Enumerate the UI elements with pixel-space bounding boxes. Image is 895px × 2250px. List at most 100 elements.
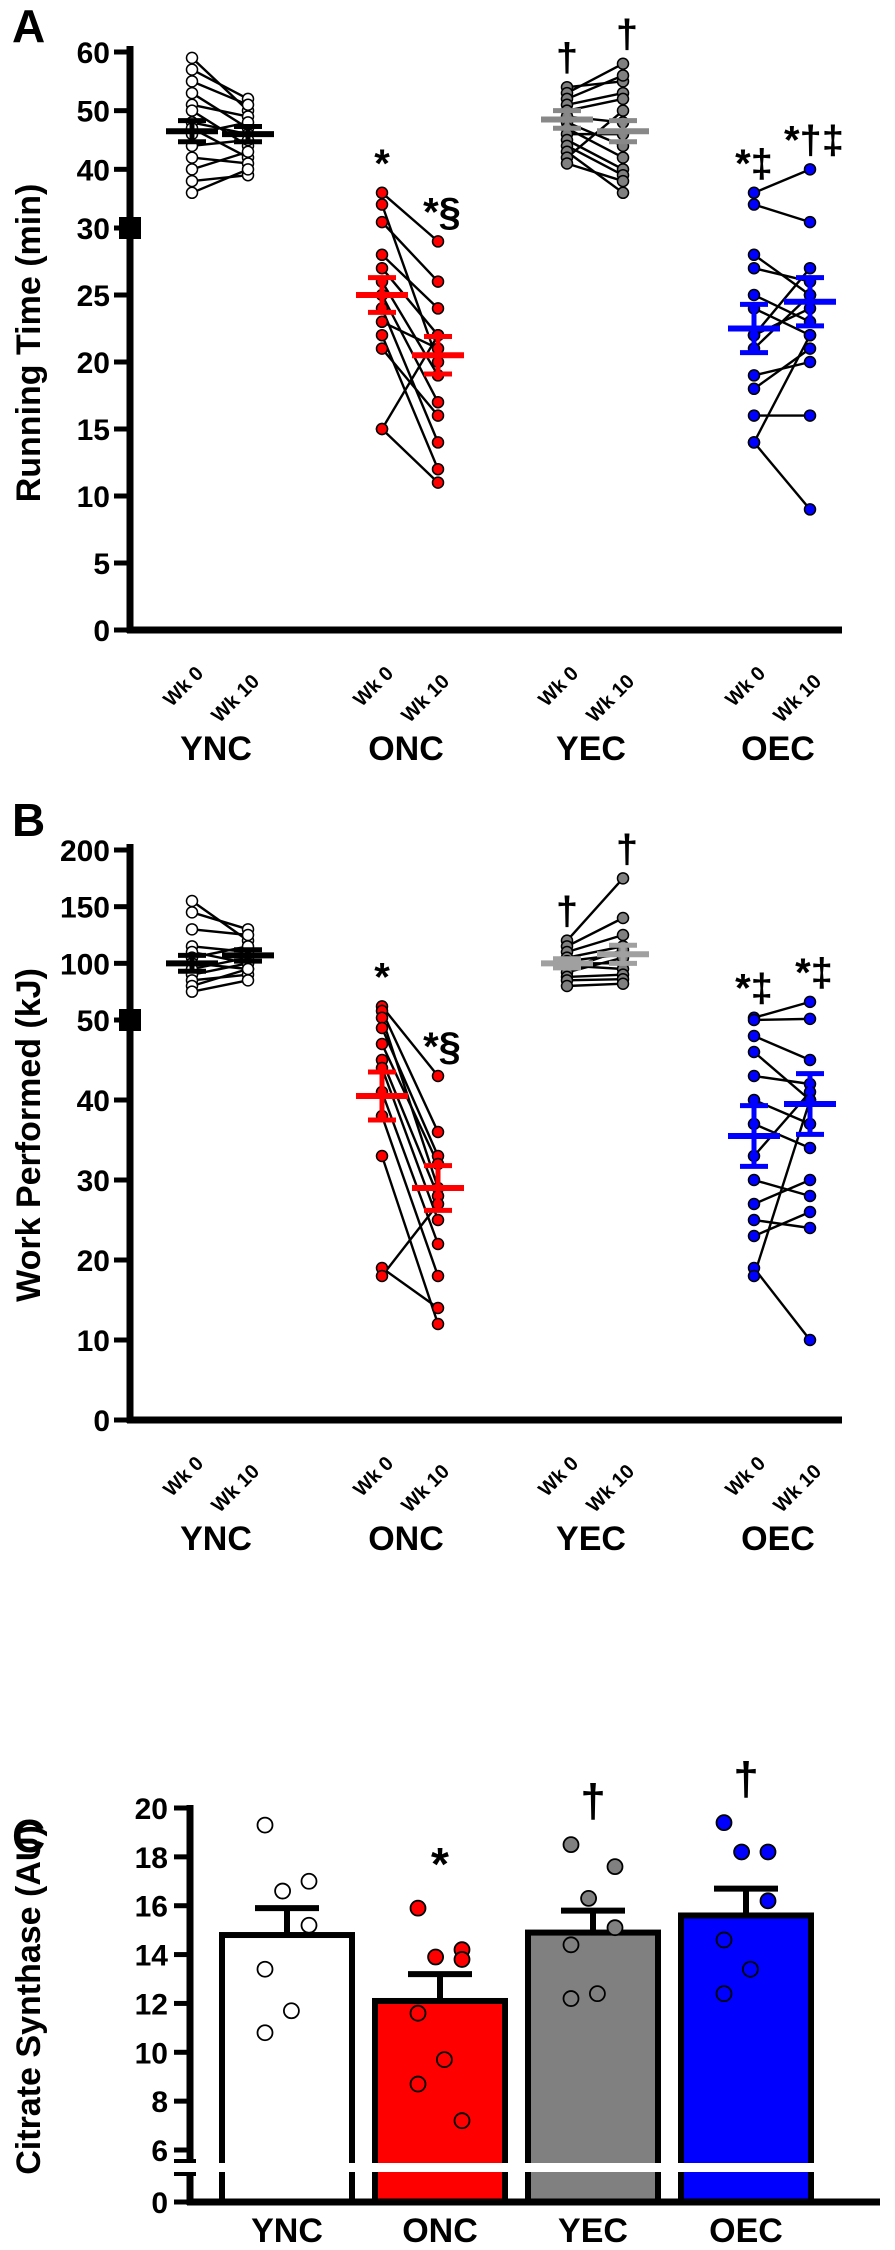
data-point-wk0 <box>375 248 389 262</box>
pair-line <box>753 441 811 511</box>
data-point-wk10 <box>431 302 445 315</box>
group-label: YNC <box>180 1520 252 1558</box>
data-point-wk0 <box>747 369 761 382</box>
pair-line <box>381 428 439 484</box>
timepoint-label: Wk 10 <box>770 1461 826 1517</box>
y-tick-label: 200 <box>60 835 110 868</box>
y-tick-label: 30 <box>77 213 110 246</box>
data-point-wk0 <box>747 1045 761 1059</box>
data-point <box>256 1960 274 1978</box>
data-point-wk0 <box>747 186 761 200</box>
timepoint-label: Wk 10 <box>583 1461 639 1517</box>
data-point-wk0 <box>560 979 574 993</box>
pair-line <box>753 1178 811 1206</box>
pair-line <box>380 1010 440 1133</box>
data-point <box>715 1985 733 2003</box>
pair-line <box>753 1000 811 1019</box>
data-point <box>409 1899 427 1917</box>
data-point-wk0 <box>375 261 389 275</box>
y-tick-label: 50 <box>77 1005 110 1038</box>
y-tick-label: 5 <box>93 548 110 581</box>
bar <box>678 1912 814 2205</box>
data-point <box>300 1872 318 1890</box>
data-point <box>453 2112 471 2130</box>
pair-line <box>566 973 624 979</box>
data-point-wk10 <box>803 163 817 176</box>
panel-label: A <box>12 0 45 52</box>
category-label: YNC <box>251 2212 323 2250</box>
data-point-wk0 <box>747 198 761 211</box>
pair-line <box>380 1059 440 1197</box>
pair-line <box>191 103 249 118</box>
timepoint-label: Wk 0 <box>159 1452 208 1501</box>
significance-label: * <box>431 1838 449 1890</box>
data-point-wk10 <box>803 1053 817 1067</box>
pair-line <box>191 911 249 931</box>
pair-line <box>566 982 624 988</box>
pair-line <box>753 293 811 323</box>
data-point-wk0 <box>375 328 389 342</box>
panel-a: 0 5 10 15 20 25 30 40 50 60 Running Time (min) A Wk … <box>10 0 844 768</box>
significance-label: * <box>374 955 390 999</box>
timepoint-label: Wk 10 <box>583 671 639 727</box>
data-point-wk0 <box>185 51 199 65</box>
data-point <box>300 1916 318 1934</box>
data-point-wk0 <box>375 1149 389 1163</box>
data-point <box>715 1814 733 1832</box>
data-point-wk10 <box>803 409 817 422</box>
data-point <box>435 2051 453 2069</box>
data-point-wk0 <box>375 422 389 436</box>
data-point-wk0 <box>185 151 199 164</box>
panel-b: 0 10 20 30 40 50 100 150 200 Work Performed (kJ) B… <box>10 794 842 1558</box>
data-point <box>256 1816 274 1834</box>
data-point <box>427 1948 445 1966</box>
y-tick-label: 0 <box>93 1405 110 1438</box>
data-point-wk10 <box>616 69 630 82</box>
pair-line <box>380 1043 440 1165</box>
data-point-wk10 <box>616 104 630 117</box>
data-point-wk0 <box>560 157 574 170</box>
data-point-wk0 <box>747 1269 761 1283</box>
pair-line <box>566 877 624 942</box>
y-tick-label: 30 <box>77 1165 110 1198</box>
pair-line <box>191 150 249 171</box>
pair-line <box>753 1034 811 1062</box>
data-point-wk10 <box>431 462 445 476</box>
data-point-wk10 <box>803 503 817 516</box>
data-point <box>409 2004 427 2022</box>
data-point-wk10 <box>616 977 630 990</box>
data-point-wk0 <box>747 1213 761 1227</box>
data-point-wk0 <box>185 174 199 188</box>
significance-label: † <box>616 827 638 871</box>
panel-label: B <box>12 794 45 846</box>
data-point <box>580 1889 597 1907</box>
pair-line <box>752 1099 812 1277</box>
data-point-wk10 <box>431 1237 445 1251</box>
y-tick-label: 18 <box>135 1842 168 1875</box>
y-tick-label: 20 <box>77 347 110 380</box>
timepoint-label: Wk 10 <box>208 1461 264 1517</box>
data-point-wk10 <box>241 974 255 987</box>
pair-line <box>191 168 249 194</box>
pair-line <box>381 320 439 350</box>
pair-line <box>381 253 439 310</box>
pair-line <box>753 1122 811 1150</box>
pair-line <box>380 1027 440 1157</box>
data-point-wk10 <box>616 911 630 925</box>
data-point-wk10 <box>803 261 817 275</box>
data-point <box>606 1858 624 1876</box>
timepoint-label: Wk 0 <box>349 1452 398 1501</box>
timepoint-label: Wk 10 <box>208 671 264 727</box>
pair-line <box>381 191 439 243</box>
data-point-wk10 <box>616 872 630 885</box>
y-tick-label: 8 <box>151 2086 168 2119</box>
panel-label: C <box>12 1810 45 1862</box>
y-tick-label: 10 <box>77 481 110 514</box>
data-point-wk10 <box>803 215 817 229</box>
data-point-wk0 <box>375 342 389 355</box>
significance-label: † <box>580 1775 606 1827</box>
significance-label: *†‡ <box>784 118 844 162</box>
data-point-wk0 <box>375 1037 389 1051</box>
data-point <box>715 1931 733 1949</box>
pair-line <box>753 203 811 224</box>
